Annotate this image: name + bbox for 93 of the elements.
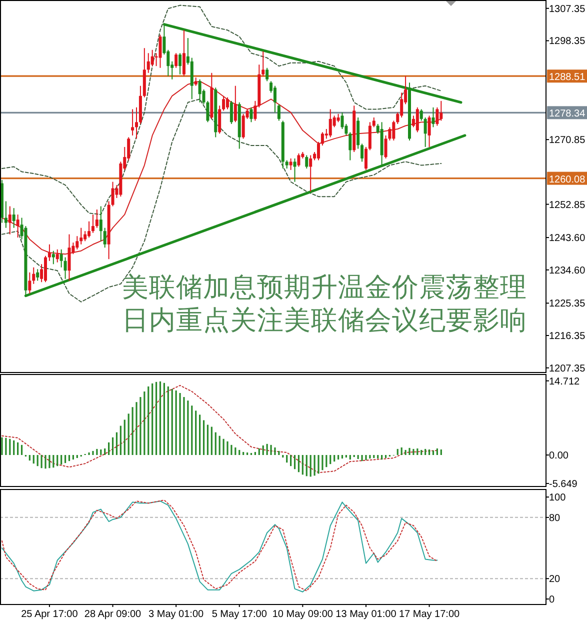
candlestick <box>36 268 40 282</box>
y-tick-label: 0.00 <box>549 450 569 462</box>
candlestick <box>135 106 138 140</box>
ref-line-label: 1288.51 <box>549 72 586 84</box>
y-tick-label: -5.649 <box>549 478 578 490</box>
candlestick <box>348 132 352 161</box>
y-tick-label: 1298.35 <box>549 36 586 48</box>
ref-line-label: 1278.34 <box>549 108 586 120</box>
y-tick-label: 80 <box>549 512 561 524</box>
candlestick <box>60 248 63 268</box>
x-tick-label: 13 May 01:00 <box>336 609 397 620</box>
candlestick <box>182 30 186 77</box>
candlestick <box>420 108 423 122</box>
y-tick-label: 100 <box>549 492 566 504</box>
candlestick <box>150 49 154 67</box>
y-tick-label: 1234.60 <box>549 265 586 276</box>
x-tick-label: 3 May 01:00 <box>148 609 204 620</box>
candlestick <box>12 208 16 228</box>
candlestick <box>364 146 368 170</box>
line-series <box>1 98 442 302</box>
candlestick <box>368 122 372 151</box>
candlestick <box>84 230 87 242</box>
candlestick <box>76 236 79 250</box>
candlestick <box>262 50 265 77</box>
y-tick-label: 20 <box>549 574 561 586</box>
candlestick <box>428 115 431 148</box>
candlestick <box>218 105 222 134</box>
candlestick <box>328 108 332 138</box>
candlestick <box>432 106 435 128</box>
candlestick <box>174 52 178 68</box>
annotation: 美联储加息预期升温金价震荡整理 <box>122 272 527 302</box>
y-tick-label: 14.712 <box>549 376 580 388</box>
y-tick-label: 1252.85 <box>549 200 586 211</box>
candlestick <box>372 116 376 128</box>
candlestick <box>360 143 364 162</box>
candlestick <box>178 52 182 75</box>
candlestick <box>131 108 134 136</box>
y-tick-label: 1307.35 <box>549 4 586 15</box>
x-tick-label: 25 Apr 17:00 <box>21 609 78 620</box>
candlestick <box>88 220 91 238</box>
candlestick <box>289 158 292 170</box>
candlestick <box>254 100 257 122</box>
candlestick <box>198 78 202 103</box>
candlestick <box>293 158 296 182</box>
ref-line-label: 1260.08 <box>549 174 586 186</box>
y-tick-label: 1243.60 <box>549 233 586 244</box>
candlestick <box>91 214 94 234</box>
candlestick <box>52 250 55 265</box>
candlestick <box>28 272 32 294</box>
candlestick <box>320 132 324 146</box>
candlestick <box>222 95 226 112</box>
y-tick-label: 1270.85 <box>549 135 586 146</box>
line-series <box>1 384 438 474</box>
candlestick <box>111 181 114 207</box>
candlestick <box>309 154 312 192</box>
x-tick-label: 5 May 17:00 <box>212 609 268 620</box>
candlestick <box>226 96 229 110</box>
candlestick <box>8 206 12 235</box>
candlestick <box>400 92 404 118</box>
candlestick <box>436 106 439 126</box>
candlestick <box>305 154 308 170</box>
candlestick <box>297 152 300 168</box>
candlestick <box>80 227 83 245</box>
x-tick-label: 17 May 17:00 <box>398 609 460 620</box>
candlestick <box>32 266 36 284</box>
candlestick <box>158 34 162 68</box>
candlestick <box>392 120 396 141</box>
y-tick-label: 1225.35 <box>549 298 586 310</box>
candlestick <box>273 85 276 113</box>
x-tick-label: 10 May 09:00 <box>272 609 334 620</box>
candlestick <box>340 112 344 130</box>
candlestick <box>266 67 269 82</box>
candlestick <box>230 100 233 124</box>
candlestick <box>234 85 237 123</box>
candlestick <box>44 255 47 283</box>
x-tick-label: 28 Apr 09:00 <box>84 609 142 620</box>
candlestick <box>64 256 67 280</box>
candlestick <box>242 113 245 140</box>
candlestick <box>103 227 106 248</box>
annotation: 日内重点关注美联储会议纪要影响 <box>122 305 527 335</box>
candlestick <box>95 209 98 228</box>
line-series <box>1 4 442 216</box>
candlestick <box>4 200 8 228</box>
candlestick <box>250 106 253 123</box>
candlestick <box>146 52 150 74</box>
y-tick-label: 0 <box>549 594 555 606</box>
y-tick-label: 1216.35 <box>549 331 586 342</box>
candlestick <box>416 106 419 133</box>
candlestick <box>16 214 20 238</box>
candlestick <box>99 206 102 242</box>
y-tick-label: 1207.35 <box>549 363 586 374</box>
candlestick <box>277 104 280 122</box>
candlestick <box>317 141 320 161</box>
